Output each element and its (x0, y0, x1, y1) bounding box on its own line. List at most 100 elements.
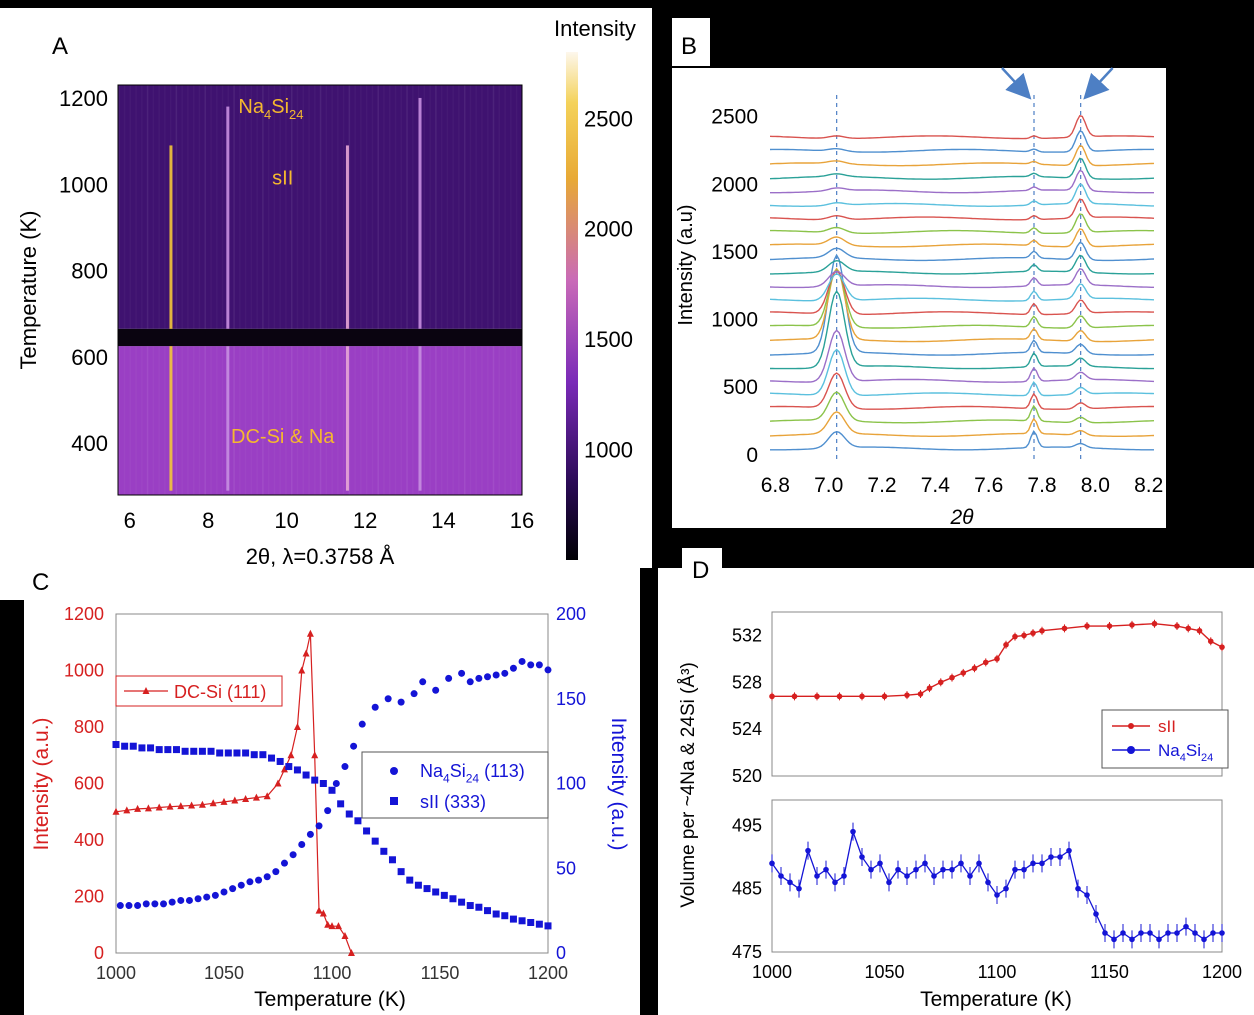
label-part: 24 (1201, 752, 1213, 764)
dc-si-point (177, 802, 185, 810)
sii-volume-point (1030, 630, 1036, 636)
series-line (769, 267, 1154, 289)
sii-point (129, 742, 137, 750)
dc-si-point (287, 751, 295, 759)
legend-right-box (361, 751, 549, 819)
heatmap-bright-line (226, 106, 230, 491)
dc-si-point (166, 802, 174, 810)
dc-si-point (209, 799, 217, 807)
heatmap-streak (452, 85, 454, 495)
y-tick-label: 800 (71, 259, 108, 284)
dc-si-point (198, 800, 206, 808)
sii-volume-point (904, 692, 910, 698)
sii-point (337, 800, 345, 808)
sii-volume-point (1021, 632, 1027, 639)
x-tick-label: 10 (274, 508, 298, 533)
heatmap-streak (290, 85, 293, 495)
dc-si-point (334, 922, 342, 930)
heatmap-streak (389, 85, 391, 495)
x-tick-label: 1000 (752, 962, 792, 982)
y-tick-label: 1500 (711, 241, 758, 264)
x-tick-label: 7.0 (814, 474, 843, 497)
y-tick-label: 520 (732, 766, 762, 786)
x-tick-label: 8.2 (1134, 474, 1163, 497)
y-axis-label: Intensity (a.u.) (30, 717, 53, 850)
panel-label-c: C (32, 569, 49, 596)
dc-si-point (188, 801, 196, 809)
sii-volume-point (926, 685, 933, 691)
na4si24-point (185, 896, 193, 904)
na4si24-point (315, 822, 323, 830)
sii-point (181, 747, 189, 755)
heatmap-streak (504, 85, 506, 495)
y-tick-label: 800 (74, 717, 104, 737)
heatmap-streak (222, 85, 224, 495)
na4si24-volume-point (859, 854, 865, 860)
na4si24-volume-point (1138, 930, 1144, 936)
series-line (770, 254, 1154, 275)
y-tick-label: 1000 (711, 309, 758, 332)
y-tick-label: 1200 (64, 604, 104, 624)
na4si24-point (475, 674, 483, 682)
x-tick-label: 1200 (528, 963, 568, 983)
na4si24-volume-point (940, 866, 946, 873)
na4si24-volume-point (967, 873, 973, 879)
sii-point (259, 751, 267, 759)
heatmap-streak (343, 85, 345, 495)
na4si24-point (535, 661, 543, 669)
na4si24-point (151, 900, 159, 908)
heatmap-bright-line (169, 145, 173, 491)
na4si24-volume-point (913, 866, 919, 873)
na4si24-volume-point (841, 873, 847, 879)
series-line (769, 253, 1155, 356)
sii-point (276, 757, 284, 765)
sii-point (432, 888, 440, 896)
label-part: 4 (1180, 752, 1186, 764)
dc-si-point (302, 649, 310, 657)
sii-volume-point (836, 693, 843, 700)
na4si24-point (272, 868, 280, 876)
x-axis-label: Temperature (K) (920, 988, 1072, 1011)
series-line (770, 290, 1154, 370)
dc-si-point (220, 797, 228, 805)
sii-point (363, 827, 371, 835)
heatmap-streak (463, 85, 466, 495)
heatmap-streak (199, 85, 201, 495)
na4si24-volume-point (1030, 860, 1036, 867)
region-label: sII (272, 167, 293, 189)
legend-label: sII (1158, 717, 1176, 736)
na4si24-volume-point (805, 847, 811, 854)
na4si24-volume-point (895, 866, 901, 873)
heatmap-streak (175, 85, 178, 495)
dc-si-point (315, 906, 323, 914)
sii-point (190, 747, 198, 755)
na4si24-volume-point (886, 879, 892, 886)
na4si24-point (116, 902, 124, 910)
sii-volume-point (1129, 622, 1135, 628)
heatmap-streak (118, 85, 120, 495)
sii-point (501, 912, 509, 920)
sii-point (233, 749, 241, 757)
sii-point (242, 749, 250, 757)
dc-si-point (112, 807, 120, 815)
na4si24-point (371, 703, 379, 711)
sii-point (544, 922, 552, 930)
x-tick-label: 8 (202, 508, 214, 533)
series-line (769, 329, 1155, 383)
dc-si-point (319, 909, 327, 917)
dc-si-point (144, 804, 152, 812)
sii-point (198, 747, 206, 755)
sii-volume-point (769, 693, 775, 700)
heatmap-streak (401, 85, 403, 495)
sii-volume-point (1219, 644, 1225, 650)
heatmap-streak (135, 85, 137, 495)
na4si24-volume-point (850, 828, 856, 835)
legend-marker (1128, 723, 1134, 729)
colorbar-tick-label: 1500 (584, 327, 633, 352)
sii-volume-point (859, 693, 865, 700)
y-tick-label: 2000 (711, 173, 758, 196)
heatmap-streak (412, 85, 414, 495)
sii-volume-point (1039, 627, 1045, 634)
x-tick-label: 7.8 (1027, 474, 1056, 497)
